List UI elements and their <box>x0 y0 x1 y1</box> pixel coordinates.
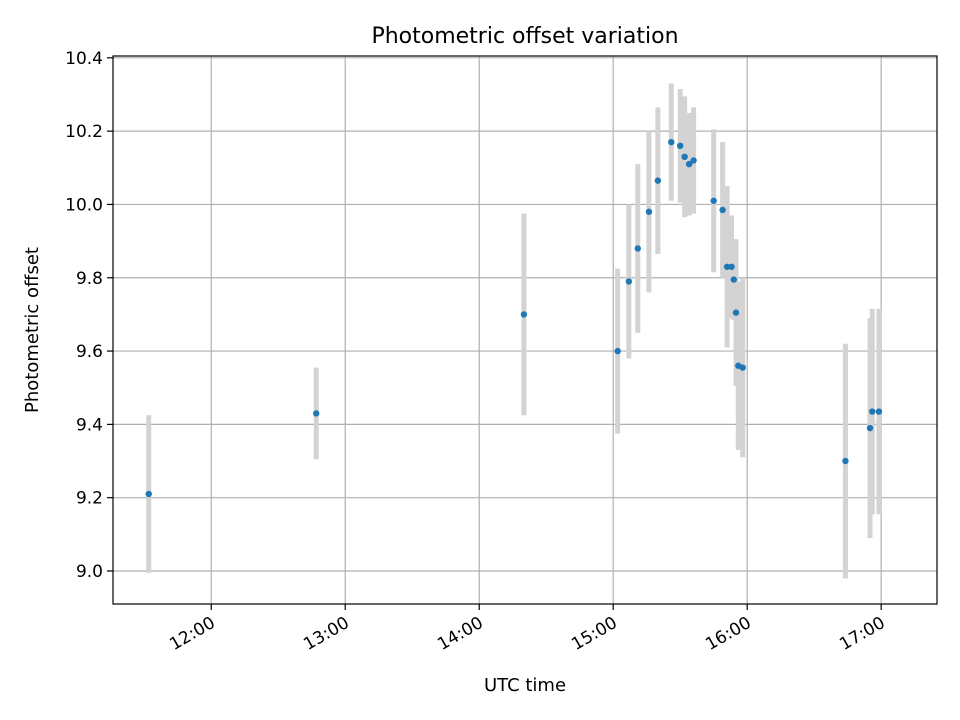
data-point <box>730 276 737 283</box>
plot-frame <box>112 55 938 605</box>
y-tick-label: 10.2 <box>65 122 103 142</box>
x-axis-label: UTC time <box>484 675 566 696</box>
chart-title: Photometric offset variation <box>371 24 678 49</box>
x-axis-ticks: 12:00 13:00 14:00 15:00 16:00 17:00 <box>166 604 889 655</box>
data-point <box>668 138 675 146</box>
y-axis-label: Photometric offset <box>22 247 43 413</box>
data-point <box>739 364 746 371</box>
data-point <box>728 263 735 270</box>
data-point <box>685 160 693 168</box>
y-tick-label: 9.0 <box>76 562 103 582</box>
x-tick-label: 14:00 <box>434 613 486 655</box>
y-tick-label: 9.4 <box>76 415 103 435</box>
x-tick-label: 13:00 <box>300 613 352 655</box>
y-tick-label: 10.0 <box>65 195 103 215</box>
data-point <box>313 410 320 417</box>
y-tick-label: 9.8 <box>76 269 103 289</box>
y-tick-label: 9.6 <box>76 342 103 362</box>
x-tick-label: 15:00 <box>568 613 620 655</box>
data-point <box>634 245 641 252</box>
error-bars <box>146 83 882 579</box>
x-tick-label: 16:00 <box>702 613 754 655</box>
data-point <box>654 177 662 184</box>
y-tick-label: 10.4 <box>65 49 103 69</box>
data-point <box>842 457 849 465</box>
data-point <box>676 142 684 150</box>
data-point <box>614 347 621 355</box>
data-points <box>145 138 883 498</box>
data-point <box>710 197 717 204</box>
data-point <box>723 263 731 270</box>
data-point <box>520 311 528 318</box>
data-point <box>690 157 697 164</box>
y-tick-label: 9.2 <box>76 489 103 509</box>
data-point <box>625 278 633 285</box>
data-point <box>732 309 740 316</box>
data-point <box>145 490 152 498</box>
x-tick-label: 17:00 <box>836 613 888 655</box>
data-point <box>681 153 688 161</box>
data-point <box>875 408 883 415</box>
data-point <box>645 208 653 215</box>
data-point <box>866 424 874 432</box>
data-point <box>869 408 876 415</box>
data-point <box>719 206 726 214</box>
y-axis-ticks: 9.0 9.2 9.4 9.6 9.8 10.0 10.2 10.4 <box>65 49 113 582</box>
x-tick-label: 12:00 <box>166 613 218 655</box>
